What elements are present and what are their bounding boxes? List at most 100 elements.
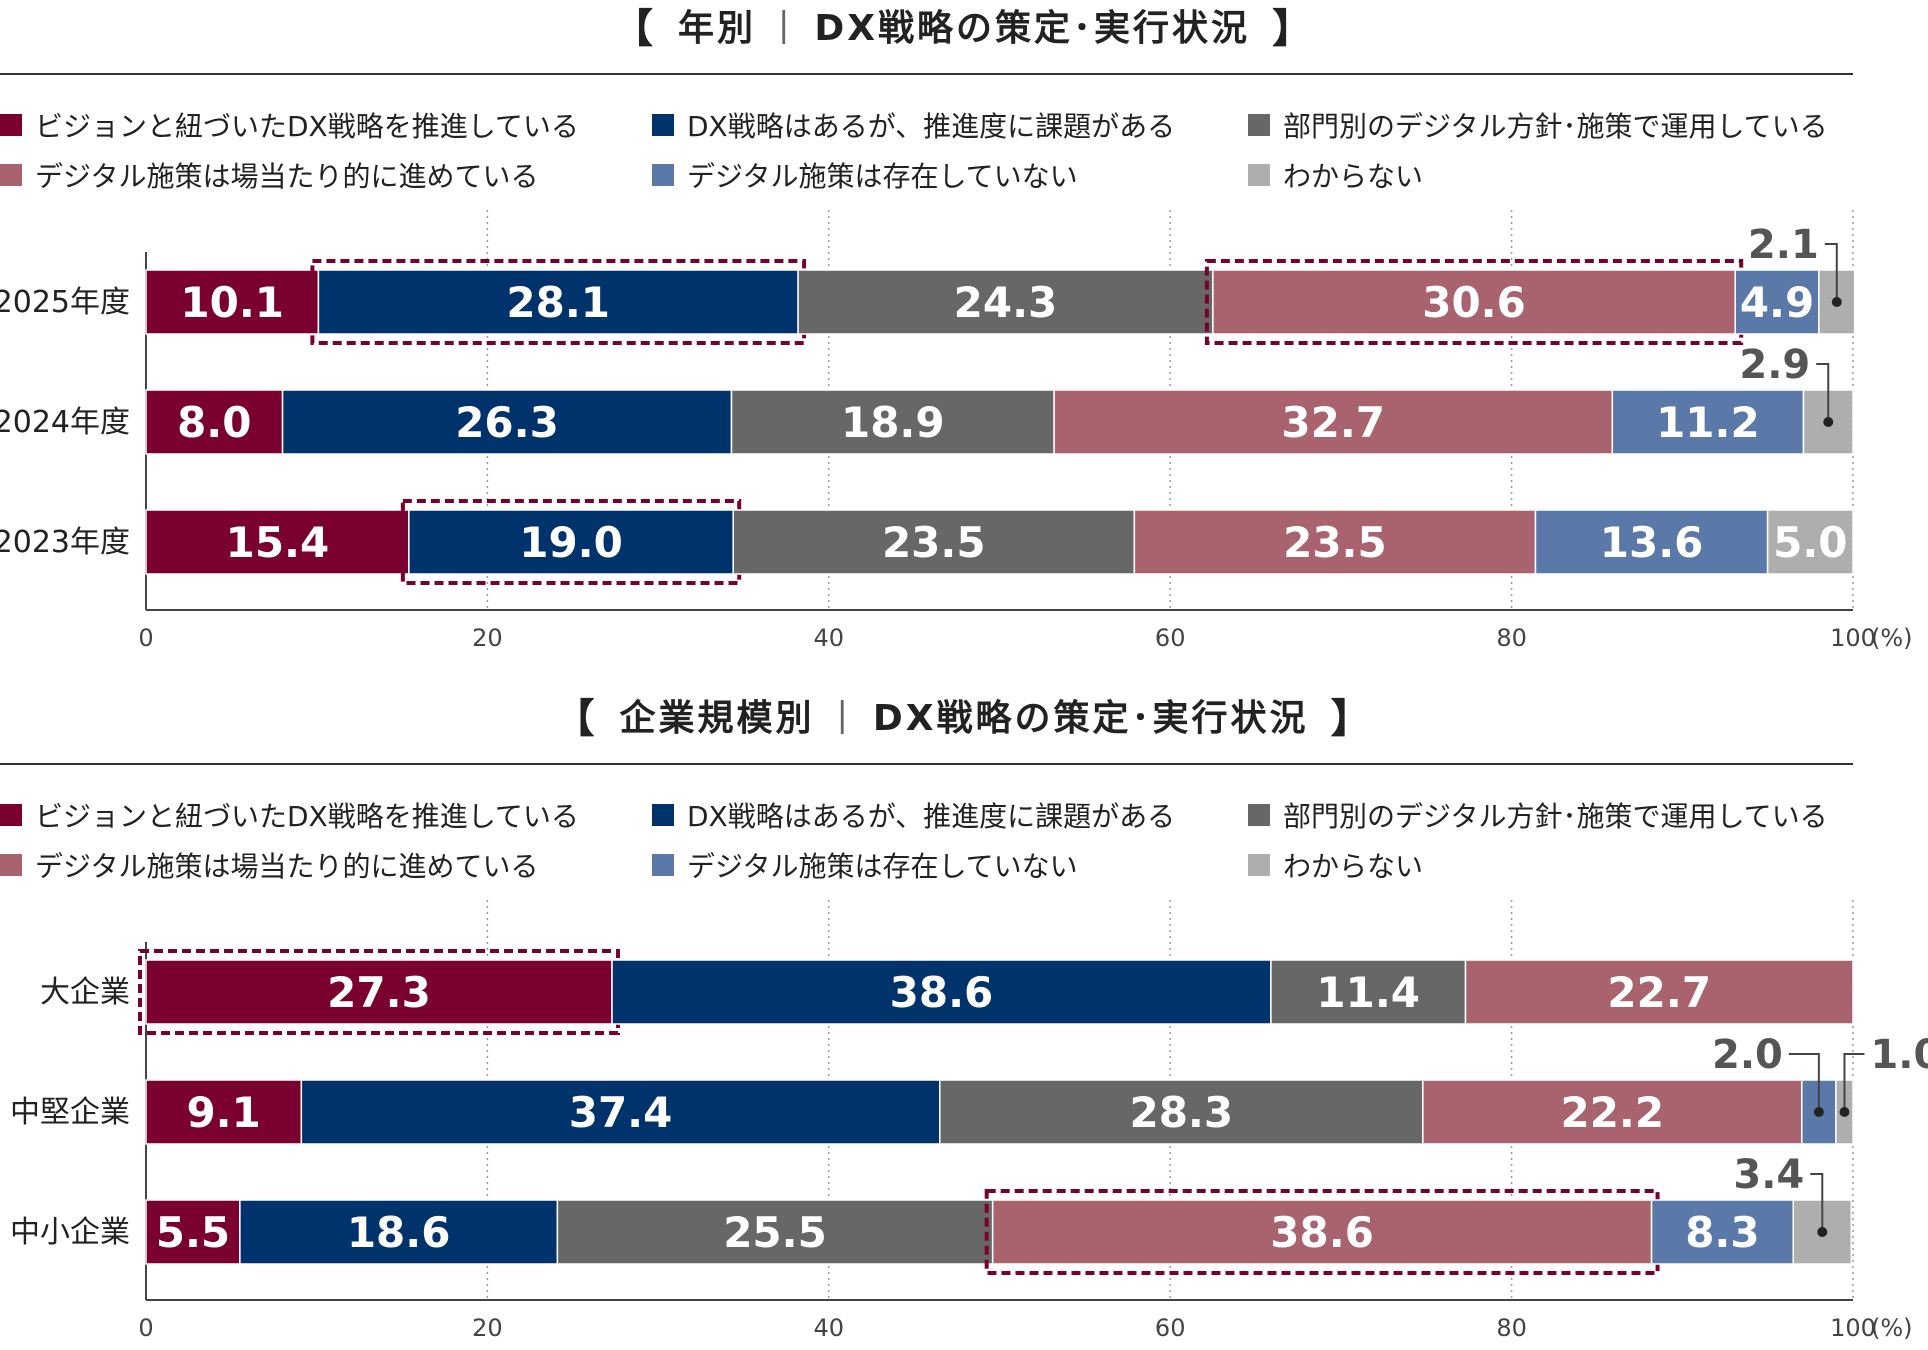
bar-segment	[145, 959, 613, 1025]
callout-dot	[1823, 417, 1834, 427]
stacked-bar-chart: 0 20 40 60 80 100(%) 大企業 27.3 38.6 11.4 22.7 中堅企業 9.…	[10, 900, 1928, 1340]
value-label-callout: 3.4	[1733, 1152, 1804, 1198]
value-label: 13.6	[1600, 518, 1704, 567]
legend-label: わからない	[1283, 850, 1424, 883]
title-separator: |	[777, 5, 793, 45]
legend-label: ビジョンと紐づいたDX戦略を推進している	[35, 110, 579, 143]
chart-subtitle: DX戦略の策定･実行状況	[814, 8, 1251, 49]
value-label: 5.5	[156, 1208, 230, 1257]
x-tick-label: 100	[1830, 624, 1876, 650]
value-label: 8.0	[177, 398, 251, 447]
x-tick-label: 0	[138, 624, 153, 650]
value-label: 27.3	[327, 968, 431, 1017]
value-label: 10.1	[180, 278, 284, 327]
callout-line	[1788, 1053, 1820, 1112]
value-label-callout: 1.0	[1870, 1032, 1928, 1078]
legend-swatch	[0, 164, 22, 186]
value-label: 11.2	[1656, 398, 1760, 447]
bar-segment	[1534, 509, 1769, 575]
legend-swatch	[0, 114, 22, 136]
stacked-bar-chart: 0 20 40 60 80 100(%) 2025年度 10.1 28.1 24.3 30.6 4.9…	[0, 210, 1913, 650]
x-tick-label: 80	[1496, 1314, 1527, 1340]
legend-label: デジタル施策は場当たり的に進めている	[35, 160, 539, 193]
category-label: 中小企業	[10, 1215, 130, 1250]
x-tick-label: 100	[1830, 1314, 1876, 1340]
value-label: 25.5	[723, 1208, 827, 1257]
value-label: 4.9	[1740, 278, 1814, 327]
value-label: 8.3	[1685, 1208, 1759, 1257]
legend: ビジョンと紐づいたDX戦略を推進している DX戦略はあるが、推進度に課題がある …	[0, 105, 1900, 205]
callout-dot	[1817, 1227, 1828, 1237]
callout-line	[1824, 243, 1838, 302]
legend-swatch	[1248, 164, 1270, 186]
title-bracket-open: 【	[554, 696, 598, 742]
bar-segment	[1212, 269, 1736, 335]
legend-item: 部門別のデジタル方針･施策で運用している	[1248, 105, 1828, 145]
legend-item: ビジョンと紐づいたDX戦略を推進している	[0, 105, 579, 145]
bar-segment	[145, 1079, 303, 1145]
title-bracket-open: 【	[612, 6, 656, 52]
value-label: 26.3	[455, 398, 559, 447]
x-tick-label: 0	[138, 1314, 153, 1340]
value-label-callout: 2.0	[1712, 1032, 1783, 1078]
legend-swatch	[652, 114, 674, 136]
legend-item: わからない	[1248, 155, 1423, 195]
callout-dot	[1813, 1107, 1824, 1117]
legend-swatch	[652, 804, 674, 826]
value-label: 9.1	[186, 1088, 260, 1137]
category-label: 2024年度	[0, 405, 130, 440]
x-tick-label: 60	[1155, 1314, 1186, 1340]
legend-item: デジタル施策は場当たり的に進めている	[0, 845, 538, 885]
bar-segment	[1422, 1079, 1803, 1145]
callout-dot	[1831, 297, 1842, 307]
bar-segment	[939, 1079, 1424, 1145]
bar-segment	[1766, 509, 1854, 575]
value-label: 37.4	[569, 1088, 673, 1137]
category-label: 中堅企業	[10, 1095, 130, 1130]
chart-title-main: 年別	[677, 8, 756, 49]
bar-segment	[730, 389, 1055, 455]
chart-subtitle: DX戦略の策定･実行状況	[872, 698, 1309, 739]
bar-segment	[145, 509, 410, 575]
value-label: 28.3	[1129, 1088, 1233, 1137]
title-bracket-close: 】	[1272, 6, 1316, 52]
legend-label: ビジョンと紐づいたDX戦略を推進している	[35, 800, 579, 833]
legend-item: デジタル施策は場当たり的に進めている	[0, 155, 538, 195]
legend-swatch	[652, 164, 674, 186]
callout-line	[1810, 1173, 1824, 1232]
chart-section-by-year: 【 年別 | DX戦略の策定･実行状況 】 ビジョンと紐づいたDX戦略を推進して…	[0, 0, 1928, 660]
bar-segment	[1464, 959, 1854, 1025]
value-label: 19.0	[519, 518, 623, 567]
value-label: 15.4	[226, 518, 330, 567]
x-tick-label: 80	[1496, 624, 1527, 650]
category-label: 2023年度	[0, 525, 130, 560]
bar-segment	[300, 1079, 941, 1145]
chart-title-main: 企業規模別	[619, 698, 815, 739]
category-label: 2025年度	[0, 285, 130, 320]
legend-item: ビジョンと紐づいたDX戦略を推進している	[0, 795, 579, 835]
value-label: 23.5	[1283, 518, 1387, 567]
value-label: 30.6	[1422, 278, 1526, 327]
value-label: 32.7	[1281, 398, 1385, 447]
bar-segment	[408, 509, 734, 575]
title-rule	[0, 763, 1853, 765]
bar-segment	[239, 1199, 559, 1265]
title-bracket-close: 】	[1330, 696, 1374, 742]
value-label: 24.3	[954, 278, 1058, 327]
x-tick-label: 20	[472, 1314, 503, 1340]
highlight-box	[400, 499, 742, 585]
value-label: 22.2	[1560, 1088, 1664, 1137]
bar-segment	[797, 269, 1214, 335]
x-tick-label: 40	[814, 624, 845, 650]
legend-item: 部門別のデジタル方針･施策で運用している	[1248, 795, 1828, 835]
title-rule	[0, 73, 1853, 75]
legend-swatch	[1248, 804, 1270, 826]
bar-segment	[556, 1199, 994, 1265]
x-tick-label: 60	[1155, 624, 1186, 650]
legend-item: DX戦略はあるが、推進度に課題がある	[652, 795, 1175, 835]
legend-item: デジタル施策は存在していない	[652, 845, 1078, 885]
value-label: 18.6	[347, 1208, 451, 1257]
bar-segment	[145, 269, 320, 335]
legend-label: デジタル施策は存在していない	[687, 160, 1078, 193]
legend-label: わからない	[1283, 160, 1424, 193]
